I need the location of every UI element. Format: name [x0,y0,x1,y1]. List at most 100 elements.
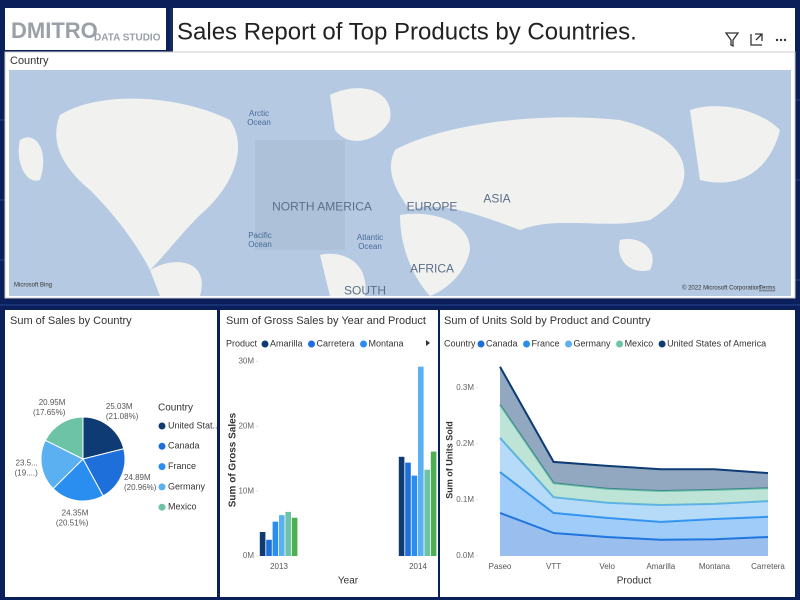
bar [259,532,266,556]
map-label: NORTH AMERICA [272,199,372,214]
area-line [499,404,769,493]
area-line [499,511,769,541]
legend-label: Mexico [168,502,197,512]
chart-title: Sum of Sales by Country [10,315,132,327]
map-label: AFRICA [409,261,455,276]
brand: DMITRO [11,18,98,43]
legend-title: Country [444,338,476,348]
report-title: Sales Report of Top Products by Countrie… [177,18,637,45]
legend-label: France [168,461,196,471]
y-axis-title: Sum of Units Sold [444,421,454,499]
pie-slice [82,416,125,460]
y-tick-label: 10M [238,486,254,495]
map-label: Pacific Ocean [248,231,272,249]
data-label: 23.5... [16,459,38,468]
bar [272,521,279,556]
bar [398,456,405,556]
focus-icon[interactable] [750,33,763,46]
data-label: (20.96%) [124,483,157,492]
legend-label: Carretera [317,338,355,348]
data-label: (21.08%) [106,412,139,421]
y-tick-label: 0.0M [456,551,474,560]
legend-marker [565,340,573,348]
map-label: Atlantic Ocean [356,233,384,251]
bar [424,469,430,556]
legend-marker [477,340,485,348]
y-axis-title: Sum of Gross Sales [228,412,239,507]
map-label: Arctic Ocean [247,109,271,127]
y-tick-label: 30M [238,357,254,366]
area-fill [500,512,768,556]
legend-label: United States of America [667,338,766,348]
legend-title: Country [158,403,193,414]
pie-slice [44,416,84,460]
legend-label: Canada [486,338,518,348]
chart-title: Sum of Units Sold by Product and Country [444,315,651,327]
bar [285,511,291,556]
more-icon[interactable] [775,38,787,42]
area-fill [500,437,768,522]
bar [266,539,272,556]
legend-scroll[interactable] [426,340,430,346]
area-line [499,437,769,507]
bar [418,366,424,556]
legend-label: Amarilla [270,338,303,348]
legend-marker [658,340,666,348]
legend-marker [158,422,166,430]
bar [291,517,298,556]
bar [279,515,285,556]
legend-label: France [532,338,560,348]
map-land [18,88,780,296]
legend-label: Germany [574,338,612,348]
y-tick-label: 0.2M [456,439,474,448]
legend-label: United Stat... [168,420,220,430]
map-highlight [255,140,345,250]
data-label: 25.03M [106,402,133,411]
legend-marker [158,442,166,450]
data-label: (19....) [15,469,38,478]
y-tick-label: 0.1M [456,495,474,504]
data-label: 24.89M [124,473,151,482]
filter-icon[interactable] [724,32,740,48]
pie-slice [82,448,126,497]
legend-marker [158,463,166,471]
title-box [170,8,795,52]
x-tick-label: 2013 [270,562,288,571]
map-copyright: © 2022 Microsoft Corporation [682,285,760,292]
x-tick-label: Paseo [489,562,512,571]
x-axis-title: Product [617,576,652,587]
area-line [499,366,769,475]
legend-title: Product [226,338,258,348]
y-tick-label: 0.3M [456,383,474,392]
legend-marker [308,340,316,348]
area-panel [440,310,795,597]
legend-marker [523,340,531,348]
x-tick-label: Carretera [751,562,785,571]
area-fill [500,404,768,506]
circuit-decoration [0,99,800,306]
bar [430,451,437,556]
map-label: EUROPE [406,199,458,214]
legend-label: Canada [168,441,200,451]
x-tick-label: Montana [699,562,731,571]
map-terms[interactable]: Terms [759,286,775,292]
legend-marker [261,340,269,348]
toolbar [724,32,787,48]
legend-marker [158,503,166,511]
bar [405,462,411,556]
map-title: Country [10,55,49,67]
map-label: SOUTH [344,283,386,298]
legend-label: Germany [168,481,206,491]
map-label: ASIA [483,191,511,206]
map-attribution: Microsoft Bing [14,283,52,289]
y-tick-label: 20M [238,421,254,430]
title-accent [170,8,173,52]
area-line [499,471,769,523]
area-fill [500,472,768,540]
legend-marker [158,483,166,491]
legend-label: Montana [369,338,404,348]
legend-marker [360,340,368,348]
data-label: 24.35M [62,508,89,517]
